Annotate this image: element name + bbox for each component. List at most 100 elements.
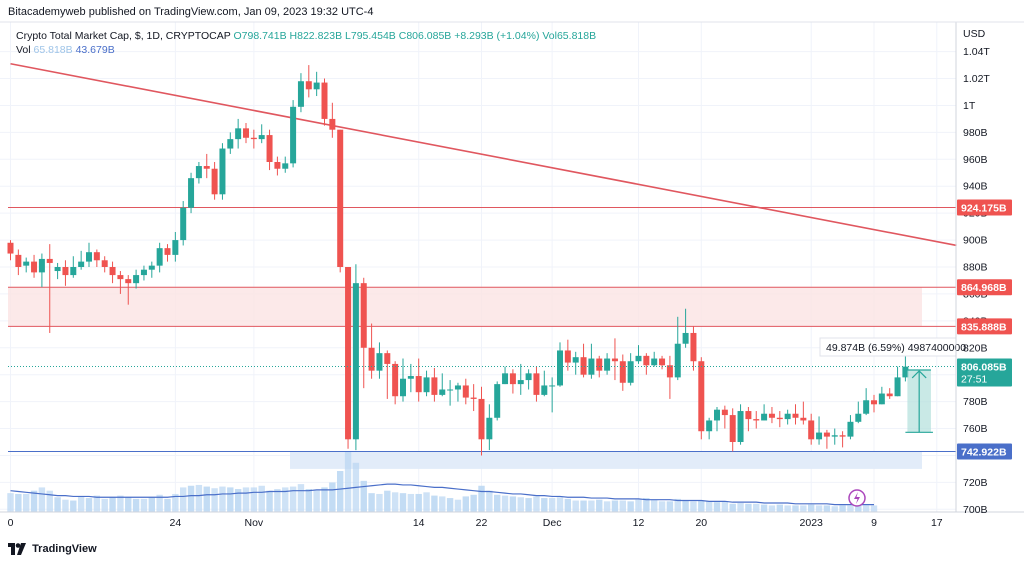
candle-body[interactable] bbox=[46, 258, 53, 263]
candle-body[interactable] bbox=[188, 178, 195, 208]
candle-body[interactable] bbox=[117, 275, 124, 280]
candle-body[interactable] bbox=[125, 279, 132, 284]
candle-body[interactable] bbox=[140, 269, 147, 276]
candle-body[interactable] bbox=[682, 332, 689, 344]
candle-body[interactable] bbox=[368, 347, 375, 371]
candle-body[interactable] bbox=[274, 162, 281, 169]
candle-body[interactable] bbox=[297, 81, 304, 107]
tradingview-footer[interactable]: TradingView bbox=[8, 543, 97, 556]
candle-body[interactable] bbox=[38, 258, 45, 273]
candle-body[interactable] bbox=[258, 135, 265, 140]
candle-body[interactable] bbox=[133, 275, 140, 284]
candle-body[interactable] bbox=[23, 261, 30, 266]
candle-body[interactable] bbox=[447, 389, 454, 391]
candle-body[interactable] bbox=[345, 267, 352, 440]
candle-body[interactable] bbox=[666, 365, 673, 378]
candle-body[interactable] bbox=[863, 400, 870, 414]
candle-body[interactable] bbox=[478, 398, 485, 440]
candle-body[interactable] bbox=[729, 415, 736, 442]
candle-body[interactable] bbox=[78, 261, 85, 267]
candle-body[interactable] bbox=[360, 283, 367, 348]
candle-body[interactable] bbox=[745, 411, 752, 420]
candle-body[interactable] bbox=[15, 254, 22, 267]
candle-body[interactable] bbox=[588, 358, 595, 375]
candle-body[interactable] bbox=[902, 366, 909, 378]
candle-body[interactable] bbox=[392, 363, 399, 397]
candle-body[interactable] bbox=[156, 248, 163, 266]
candle-body[interactable] bbox=[329, 118, 336, 130]
candle-body[interactable] bbox=[305, 81, 312, 90]
candle-body[interactable] bbox=[235, 128, 242, 140]
candle-body[interactable] bbox=[219, 148, 226, 195]
candle-body[interactable] bbox=[847, 421, 854, 437]
candle-body[interactable] bbox=[886, 393, 893, 397]
last-price-badge[interactable] bbox=[957, 358, 1012, 387]
candle-body[interactable] bbox=[557, 350, 563, 386]
candle-body[interactable] bbox=[855, 413, 862, 422]
candle-body[interactable] bbox=[486, 417, 493, 440]
candle-body[interactable] bbox=[400, 378, 406, 397]
price-level-badge[interactable] bbox=[957, 443, 1012, 460]
candle-body[interactable] bbox=[290, 106, 297, 164]
candle-body[interactable] bbox=[101, 260, 108, 267]
candle-body[interactable] bbox=[871, 400, 877, 405]
candle-body[interactable] bbox=[321, 82, 328, 119]
candle-body[interactable] bbox=[761, 413, 768, 421]
price-level-badge[interactable] bbox=[957, 279, 1012, 296]
candle-body[interactable] bbox=[659, 358, 666, 366]
candle-body[interactable] bbox=[721, 409, 728, 416]
candle-body[interactable] bbox=[635, 355, 642, 362]
candle-body[interactable] bbox=[180, 207, 187, 241]
candle-body[interactable] bbox=[800, 417, 807, 421]
candle-body[interactable] bbox=[698, 361, 705, 432]
candle-body[interactable] bbox=[541, 385, 548, 395]
candle-body[interactable] bbox=[431, 377, 438, 395]
candle-body[interactable] bbox=[62, 267, 69, 276]
candle-body[interactable] bbox=[423, 377, 430, 393]
candle-body[interactable] bbox=[611, 358, 618, 362]
candle-body[interactable] bbox=[462, 385, 469, 398]
candle-body[interactable] bbox=[164, 248, 171, 255]
candle-body[interactable] bbox=[808, 420, 815, 440]
candle-body[interactable] bbox=[753, 419, 760, 421]
candle-body[interactable] bbox=[525, 373, 532, 381]
candle-body[interactable] bbox=[619, 361, 626, 383]
candle-body[interactable] bbox=[54, 267, 61, 272]
candle-body[interactable] bbox=[549, 385, 556, 387]
candle-body[interactable] bbox=[470, 397, 477, 399]
candle-body[interactable] bbox=[894, 377, 901, 397]
candle-body[interactable] bbox=[792, 413, 799, 418]
candle-body[interactable] bbox=[737, 411, 744, 442]
candle-body[interactable] bbox=[454, 385, 461, 390]
candle-body[interactable] bbox=[572, 357, 579, 363]
candle-body[interactable] bbox=[580, 357, 587, 375]
candle-body[interactable] bbox=[768, 413, 775, 418]
candle-body[interactable] bbox=[211, 168, 218, 195]
candle-body[interactable] bbox=[93, 252, 100, 261]
candle-body[interactable] bbox=[7, 242, 14, 254]
candle-body[interactable] bbox=[384, 353, 391, 364]
candle-body[interactable] bbox=[250, 137, 257, 140]
candle-body[interactable] bbox=[823, 432, 830, 437]
candle-body[interactable] bbox=[227, 139, 234, 149]
candle-body[interactable] bbox=[203, 166, 210, 169]
candle-body[interactable] bbox=[494, 384, 501, 418]
price-level-badge[interactable] bbox=[957, 199, 1012, 216]
candle-body[interactable] bbox=[674, 343, 681, 378]
candle-body[interactable] bbox=[109, 267, 116, 276]
candle-body[interactable] bbox=[243, 128, 249, 138]
candle-body[interactable] bbox=[706, 420, 713, 432]
candle-body[interactable] bbox=[784, 413, 791, 420]
candle-body[interactable] bbox=[776, 417, 783, 420]
candle-body[interactable] bbox=[148, 265, 155, 270]
symbol-name[interactable]: Crypto Total Market Cap, $, 1D, CRYPTOCA… bbox=[16, 30, 231, 42]
candle-body[interactable] bbox=[502, 373, 509, 385]
candle-body[interactable] bbox=[86, 252, 92, 262]
candle-body[interactable] bbox=[31, 261, 38, 273]
candle-body[interactable] bbox=[313, 82, 320, 90]
candle-body[interactable] bbox=[282, 163, 289, 169]
candle-body[interactable] bbox=[376, 353, 383, 371]
candle-body[interactable] bbox=[195, 166, 202, 179]
candle-body[interactable] bbox=[266, 135, 273, 162]
